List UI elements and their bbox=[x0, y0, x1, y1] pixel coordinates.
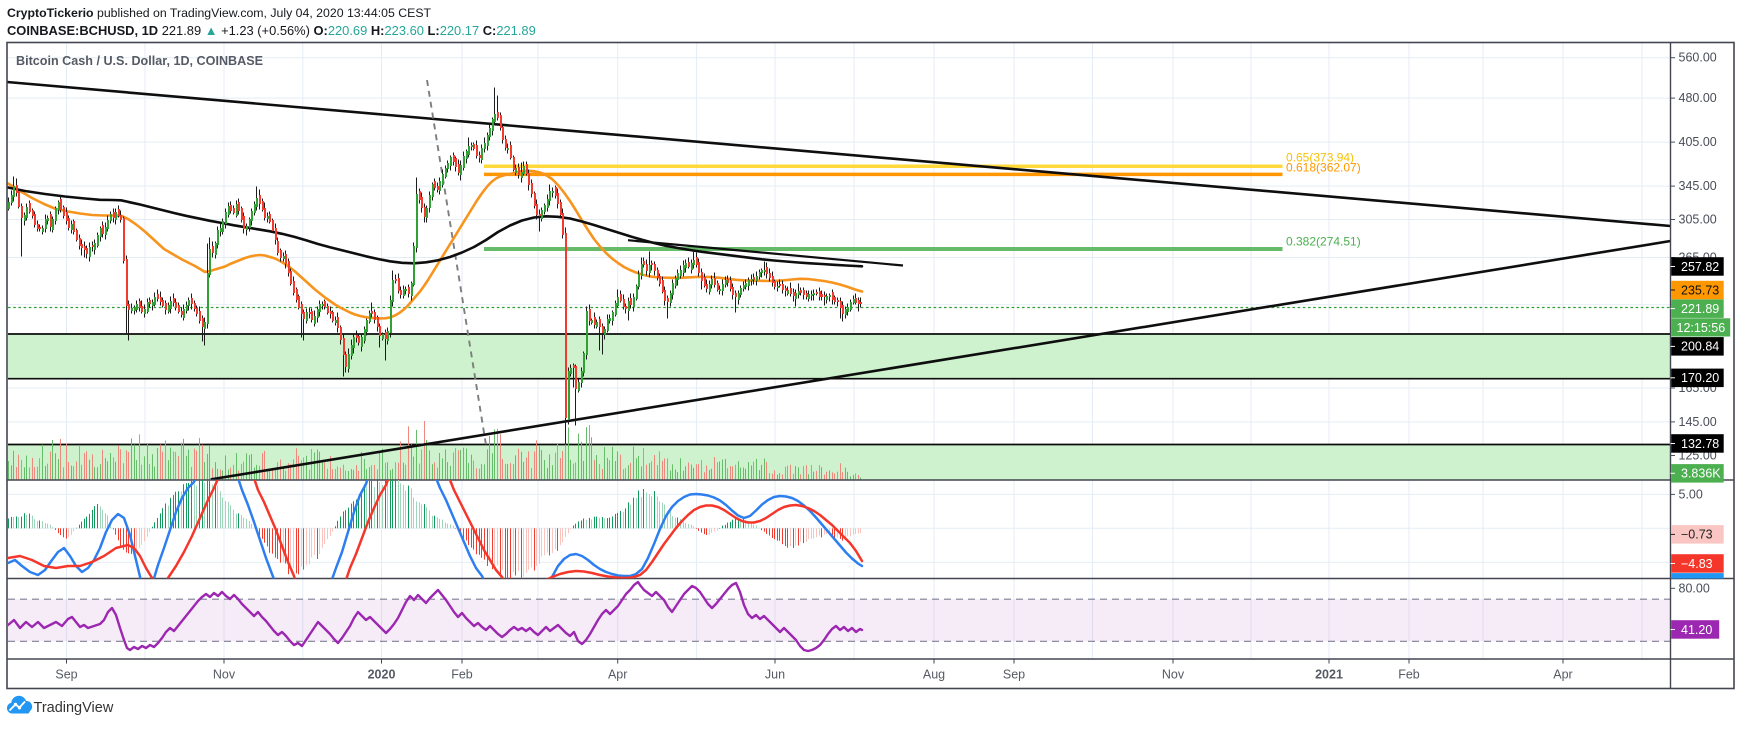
svg-text:2021: 2021 bbox=[1315, 668, 1343, 682]
svg-text:3.836K: 3.836K bbox=[1681, 467, 1721, 481]
svg-text:Aug: Aug bbox=[923, 668, 945, 682]
svg-text:Nov: Nov bbox=[213, 668, 236, 682]
svg-text:Apr: Apr bbox=[1553, 668, 1572, 682]
svg-text:41.20: 41.20 bbox=[1681, 623, 1712, 637]
svg-text:Feb: Feb bbox=[451, 668, 473, 682]
svg-text:480.00: 480.00 bbox=[1679, 91, 1717, 105]
svg-text:0.382(274.51): 0.382(274.51) bbox=[1286, 235, 1361, 249]
svg-text:257.82: 257.82 bbox=[1681, 260, 1719, 274]
svg-text:145.00: 145.00 bbox=[1679, 415, 1717, 429]
svg-text:405.00: 405.00 bbox=[1679, 135, 1717, 149]
svg-text:80.00: 80.00 bbox=[1679, 581, 1710, 595]
svg-text:221.89: 221.89 bbox=[1681, 302, 1719, 316]
svg-text:200.84: 200.84 bbox=[1681, 340, 1719, 354]
svg-text:560.00: 560.00 bbox=[1679, 51, 1717, 65]
svg-text:235.73: 235.73 bbox=[1681, 283, 1719, 297]
svg-text:−0.73: −0.73 bbox=[1681, 528, 1713, 542]
svg-text:12:15:56: 12:15:56 bbox=[1677, 321, 1726, 335]
svg-text:Apr: Apr bbox=[608, 668, 627, 682]
svg-text:345.00: 345.00 bbox=[1679, 179, 1717, 193]
svg-text:Nov: Nov bbox=[1162, 668, 1185, 682]
svg-text:305.00: 305.00 bbox=[1679, 213, 1717, 227]
svg-text:Sep: Sep bbox=[55, 668, 77, 682]
svg-text:Feb: Feb bbox=[1398, 668, 1420, 682]
svg-text:0.65(373.94): 0.65(373.94) bbox=[1286, 151, 1354, 165]
svg-text:Bitcoin Cash / U.S. Dollar, 1D: Bitcoin Cash / U.S. Dollar, 1D, COINBASE bbox=[16, 54, 263, 68]
svg-text:Sep: Sep bbox=[1003, 668, 1025, 682]
svg-text:TradingView: TradingView bbox=[34, 700, 114, 716]
svg-text:5.00: 5.00 bbox=[1679, 487, 1703, 501]
svg-text:0.618(362.07): 0.618(362.07) bbox=[1286, 161, 1361, 175]
svg-text:CryptoTickerio published on Tr: CryptoTickerio published on TradingView.… bbox=[7, 6, 432, 20]
svg-text:Jun: Jun bbox=[765, 668, 785, 682]
svg-text:132.78: 132.78 bbox=[1681, 437, 1719, 451]
svg-text:2020: 2020 bbox=[368, 668, 396, 682]
svg-text:170.20: 170.20 bbox=[1681, 371, 1719, 385]
svg-text:−4.83: −4.83 bbox=[1681, 557, 1713, 571]
svg-text:COINBASE:BCHUSD, 1D 221.89 ▲: COINBASE:BCHUSD, 1D 221.89 ▲ +1.23 (+0.5… bbox=[7, 23, 536, 38]
